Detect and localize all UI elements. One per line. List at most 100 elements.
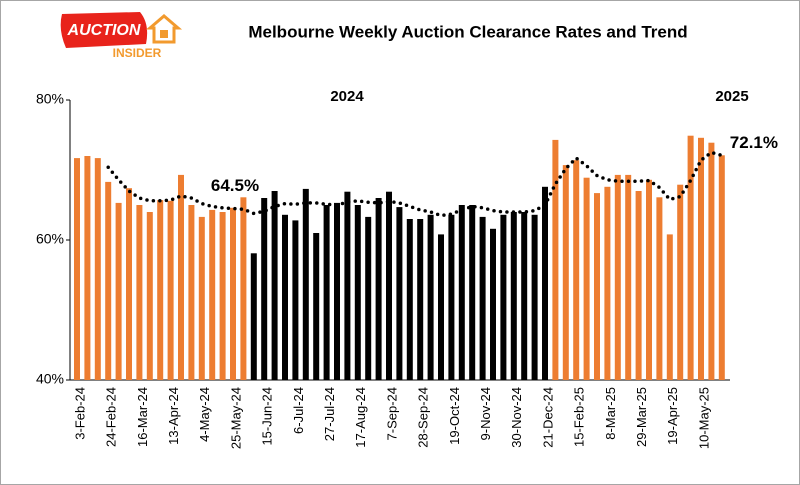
bar — [282, 214, 288, 380]
bar — [188, 205, 195, 380]
x-tick-label: 4-May-24 — [197, 387, 212, 442]
bar — [354, 205, 361, 380]
year-label: 2025 — [715, 88, 748, 105]
y-tick-label: 40% — [36, 371, 64, 387]
bar — [635, 191, 642, 380]
x-tick-label: 16-Mar-24 — [135, 387, 150, 447]
bar — [458, 205, 465, 380]
y-tick-label: 80% — [36, 91, 64, 107]
bar — [531, 214, 538, 380]
x-tick-label: 15-Jun-24 — [260, 387, 275, 446]
bar — [250, 253, 257, 380]
chart-title: Melbourne Weekly Auction Clearance Rates… — [248, 22, 687, 41]
bar — [146, 212, 153, 380]
bar — [552, 139, 559, 380]
bar — [240, 197, 247, 380]
bar — [656, 197, 663, 380]
bar — [84, 156, 91, 380]
bar — [323, 205, 330, 380]
bar — [219, 212, 226, 380]
bar — [542, 186, 548, 380]
x-tick-label: 13-Apr-24 — [166, 387, 181, 445]
y-tick-label: 60% — [36, 231, 64, 247]
logo: AUCTION INSIDER — [60, 12, 183, 60]
bar — [427, 214, 434, 380]
value-label: 72.1% — [730, 133, 778, 152]
bar — [718, 155, 725, 380]
bar — [594, 193, 600, 380]
bar — [313, 233, 320, 380]
value-label: 64.5% — [211, 176, 259, 195]
bar — [230, 207, 236, 380]
x-tick-label: 30-Nov-24 — [509, 387, 524, 448]
bar — [583, 177, 590, 380]
bar — [198, 216, 205, 380]
bar — [573, 160, 580, 380]
bar — [510, 212, 517, 380]
bar — [105, 181, 112, 380]
bar — [698, 137, 704, 380]
x-tick-label: 6-Jul-24 — [291, 387, 306, 434]
bar — [94, 158, 101, 380]
bar — [365, 216, 372, 380]
bar — [115, 202, 122, 380]
logo-subtext: INSIDER — [113, 46, 162, 60]
bar — [209, 209, 216, 380]
bar — [708, 142, 715, 380]
x-tick-label: 19-Oct-24 — [447, 387, 462, 445]
x-tick-label: 27-Jul-24 — [322, 387, 337, 441]
bar — [469, 205, 476, 380]
bar — [157, 200, 164, 380]
x-tick-label: 9-Nov-24 — [478, 387, 493, 440]
x-tick-label: 28-Sep-24 — [416, 387, 431, 448]
x-tick-label: 8-Mar-25 — [603, 387, 618, 440]
bar — [521, 212, 528, 380]
bar — [292, 220, 299, 380]
logo-window — [160, 30, 168, 38]
bar — [604, 186, 611, 380]
x-tick-label: 10-May-25 — [696, 387, 711, 449]
bar — [261, 198, 268, 380]
bar — [74, 158, 80, 380]
bar — [178, 174, 184, 380]
logo-text: AUCTION — [67, 22, 141, 39]
bar — [490, 228, 496, 380]
x-tick-label: 19-Apr-25 — [665, 387, 680, 445]
bar — [386, 191, 392, 380]
bar — [334, 202, 340, 380]
bar — [302, 188, 309, 380]
x-tick-label: 21-Dec-24 — [540, 387, 555, 448]
bar — [677, 184, 684, 380]
x-tick-label: 7-Sep-24 — [384, 387, 399, 440]
x-tick-label: 25-May-24 — [228, 387, 243, 449]
bar — [625, 174, 632, 380]
bar — [375, 198, 382, 380]
bar — [479, 216, 486, 380]
trend-line — [106, 150, 724, 218]
bar — [167, 200, 174, 380]
bar — [417, 219, 424, 380]
bar — [562, 165, 569, 380]
x-tick-label: 17-Aug-24 — [353, 387, 368, 448]
bar — [136, 205, 143, 380]
bar — [438, 234, 444, 380]
logo-flag — [60, 12, 148, 48]
x-tick-label: 24-Feb-24 — [104, 387, 119, 447]
x-tick-label: 15-Feb-25 — [572, 387, 587, 447]
x-tick-label: 3-Feb-24 — [72, 387, 87, 440]
bar — [406, 219, 413, 380]
year-label: 2024 — [330, 88, 364, 105]
bar — [126, 188, 132, 380]
bar — [646, 179, 652, 380]
logo-house — [145, 14, 183, 44]
bar — [687, 135, 694, 380]
x-tick-label: 29-Mar-25 — [634, 387, 649, 447]
bar — [271, 191, 278, 380]
bar — [344, 191, 351, 380]
bar — [500, 214, 507, 380]
bar — [396, 207, 403, 380]
bar — [666, 234, 673, 380]
bar — [614, 174, 621, 380]
